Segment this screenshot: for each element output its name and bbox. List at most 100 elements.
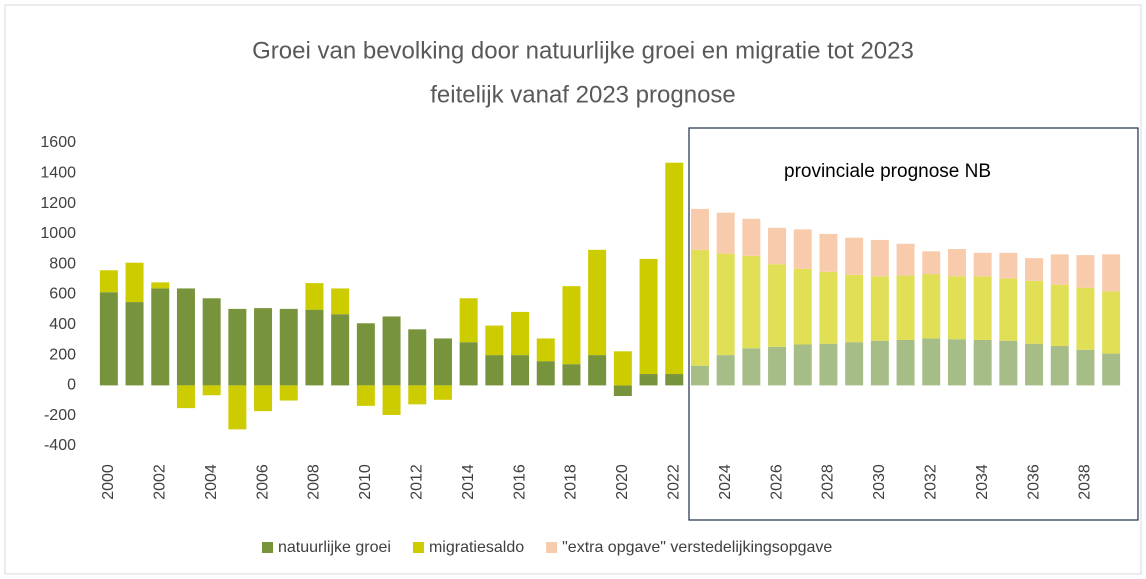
bar-segment — [896, 243, 915, 276]
bar-segment — [228, 385, 247, 430]
bar-segment — [845, 342, 864, 386]
bar-segment — [1025, 258, 1044, 281]
bar-segment — [896, 339, 915, 386]
bar-segment — [845, 274, 864, 343]
bar-segment — [690, 208, 709, 250]
bar-segment — [1025, 280, 1044, 344]
bar-segment — [690, 249, 709, 366]
bar-segment — [793, 268, 812, 345]
x-tick-label: 2024 — [717, 464, 734, 500]
bar-segment — [922, 251, 941, 275]
bar-segment — [639, 258, 658, 375]
legend-label: natuurlijke groei — [278, 539, 391, 556]
y-tick-label: 1600 — [40, 134, 76, 151]
bar-segment — [305, 283, 324, 310]
bar-segment — [305, 309, 324, 386]
bar-segment — [613, 385, 632, 397]
bar-segment — [176, 288, 195, 386]
forecast-box — [688, 127, 1139, 521]
x-tick-label: 2008 — [306, 464, 323, 500]
chart-subtitle: feitelijk vanaf 2023 prognose — [430, 81, 736, 108]
bar-segment — [408, 385, 427, 405]
bar-segment — [1076, 287, 1095, 350]
bar-segment — [665, 162, 684, 375]
bar-segment — [639, 374, 658, 386]
bar-segment — [973, 339, 992, 386]
bar-segment — [742, 255, 761, 349]
bar-segment — [1102, 254, 1121, 292]
bar-segment — [382, 385, 401, 415]
y-tick-label: 400 — [49, 316, 76, 333]
bar-segment — [356, 385, 375, 406]
y-tick-label: -400 — [44, 437, 76, 454]
bar-segment — [408, 329, 427, 386]
bar-segment — [279, 308, 298, 386]
y-tick-label: 0 — [67, 377, 76, 394]
y-tick-label: 800 — [49, 255, 76, 272]
bar-segment — [562, 364, 581, 386]
bar-segment — [1050, 346, 1069, 386]
bar-segment — [151, 282, 170, 289]
x-tick-label: 2022 — [665, 464, 682, 500]
x-tick-label: 2014 — [460, 464, 477, 500]
bar-segment — [716, 212, 735, 254]
x-tick-label: 2028 — [820, 464, 837, 500]
bar-segment — [202, 298, 221, 386]
bar-segment — [562, 286, 581, 365]
bar-segment — [228, 308, 247, 386]
bar-segment — [947, 249, 966, 277]
bar-segment — [768, 227, 787, 265]
bar-segment — [536, 338, 555, 362]
legend-swatch — [412, 542, 424, 553]
bar-segment — [588, 355, 607, 386]
bar-segment — [665, 374, 684, 386]
legend-label: migratiesaldo — [429, 539, 524, 556]
bar-segment — [1102, 353, 1121, 386]
bar-segment — [947, 339, 966, 386]
bar-segment — [254, 385, 273, 412]
bar-segment — [870, 276, 889, 341]
bar-segment — [356, 323, 375, 386]
bar-segment — [793, 229, 812, 269]
bar-segment — [511, 311, 530, 356]
bar-segment — [459, 298, 478, 343]
bar-segment — [151, 288, 170, 386]
bar-segment — [1076, 255, 1095, 288]
bar-segment — [922, 338, 941, 386]
bar-segment — [716, 355, 735, 386]
bar-segment — [511, 355, 530, 386]
x-tick-label: 2010 — [357, 464, 374, 500]
x-tick-label: 2020 — [614, 464, 631, 500]
x-tick-label: 2034 — [974, 464, 991, 500]
x-tick-label: 2026 — [768, 464, 785, 500]
x-tick-label: 2016 — [511, 464, 528, 500]
bar-segment — [870, 239, 889, 277]
bar-segment — [176, 385, 195, 409]
bar-segment — [819, 233, 838, 272]
x-tick-label: 2002 — [151, 464, 168, 500]
bar-segment — [1025, 343, 1044, 386]
bar-segment — [485, 325, 504, 356]
bar-segment — [331, 314, 350, 386]
y-tick-label: 1200 — [40, 195, 76, 212]
x-tick-label: 2000 — [100, 464, 117, 500]
x-tick-label: 2006 — [254, 464, 271, 500]
bar-segment — [742, 218, 761, 256]
bar-segment — [279, 385, 298, 401]
bar-segment — [459, 342, 478, 386]
bar-segment — [973, 276, 992, 340]
bar-segment — [793, 344, 812, 386]
bar-segment — [588, 249, 607, 356]
x-tick-label: 2018 — [563, 464, 580, 500]
y-tick-label: 1400 — [40, 165, 76, 182]
bar-segment — [99, 292, 118, 386]
bar-segment — [125, 262, 144, 303]
bar-segment — [999, 278, 1018, 341]
x-tick-label: 2036 — [1025, 464, 1042, 500]
chart-title: Groei van bevolking door natuurlijke gro… — [252, 37, 914, 64]
bar-segment — [125, 302, 144, 386]
bar-segment — [999, 340, 1018, 386]
bar-segment — [433, 338, 452, 386]
bar-segment — [742, 348, 761, 386]
